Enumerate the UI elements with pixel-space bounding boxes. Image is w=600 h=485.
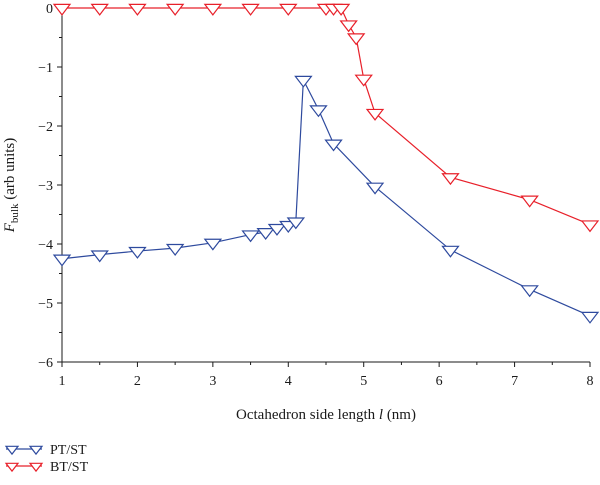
x-tick-label: 6 (436, 374, 443, 389)
y-tick-label: −6 (38, 356, 53, 371)
y-tick-label: 0 (46, 2, 53, 17)
x-tick-label: 7 (511, 374, 518, 389)
data-point-bt-st (165, 3, 185, 16)
legend: PT/ST BT/ST (4, 443, 89, 475)
x-tick-label: 5 (360, 374, 367, 389)
data-point-bt-st (128, 3, 147, 16)
data-point-pt-st (128, 246, 147, 259)
y-tick-label: −3 (38, 179, 53, 194)
data-point-pt-st (90, 250, 109, 263)
data-point-bt-st (279, 3, 298, 16)
y-axis-label: Fbulk (arb units) (2, 138, 21, 234)
x-ticks: 1 2 3 4 5 6 7 8 (59, 362, 594, 389)
data-point-pt-st (365, 182, 385, 195)
data-point-pt-st (441, 245, 460, 258)
x-tick-label: 1 (59, 374, 66, 389)
data-point-pt-st (286, 217, 306, 230)
data-point-pt-st (203, 238, 223, 251)
data-point-bt-st (441, 173, 460, 186)
data-point-pt-st (267, 223, 287, 236)
legend-marker-pt-st (4, 445, 20, 456)
y-axis-label-suffix: (arb units) (2, 138, 18, 204)
data-point-bt-st (520, 195, 539, 208)
x-tick-label: 2 (134, 374, 141, 389)
data-point-bt-st (339, 20, 358, 33)
y-tick-label: −2 (38, 120, 53, 135)
x-tick-label: 4 (285, 374, 292, 389)
data-point-bt-st (331, 3, 351, 16)
x-tick-label: 8 (587, 374, 594, 389)
plot-frame (61, 8, 590, 363)
data-point-pt-st (324, 139, 343, 152)
x-axis-label-prefix: Octahedron side length (236, 407, 379, 423)
data-point-pt-st (165, 243, 185, 256)
data-point-bt-st (354, 74, 373, 87)
data-point-bt-st (241, 3, 260, 16)
series-line-bt-st (62, 7, 591, 226)
x-tick-label: 3 (209, 374, 216, 389)
series-layer (52, 3, 600, 324)
x-axis-label-suffix: (nm) (383, 407, 416, 423)
series-line-pt-st (61, 77, 591, 317)
data-point-pt-st (520, 285, 539, 298)
y-ticks: 0 −1 −2 −3 −4 −5 −6 (38, 2, 62, 371)
data-point-pt-st (309, 105, 328, 118)
y-tick-label: −5 (38, 297, 53, 312)
x-axis-label: Octahedron side length l (nm) (236, 407, 416, 423)
legend-label-bt-st: BT/ST (50, 460, 89, 475)
x-axis-label-variable: l (379, 407, 383, 423)
y-axis-label-variable: F (2, 222, 18, 233)
legend-label-pt-st: PT/ST (50, 443, 87, 458)
data-point-bt-st (365, 108, 385, 121)
data-point-bt-st (90, 3, 109, 16)
y-tick-label: −4 (38, 238, 53, 253)
data-point-pt-st (52, 254, 72, 267)
data-point-bt-st (52, 3, 72, 16)
y-axis-label-subscript: bulk (9, 203, 21, 223)
legend-marker-pt-st (28, 445, 44, 456)
y-tick-label: −1 (38, 61, 53, 76)
legend-marker-bt-st (4, 462, 20, 473)
data-point-bt-st (203, 3, 223, 16)
data-point-bt-st (580, 220, 600, 233)
data-point-pt-st (294, 75, 313, 88)
data-point-pt-st (256, 228, 275, 241)
legend-marker-bt-st (28, 462, 44, 473)
data-point-pt-st (241, 230, 260, 243)
data-point-pt-st (580, 311, 600, 324)
data-point-bt-st (346, 33, 366, 46)
